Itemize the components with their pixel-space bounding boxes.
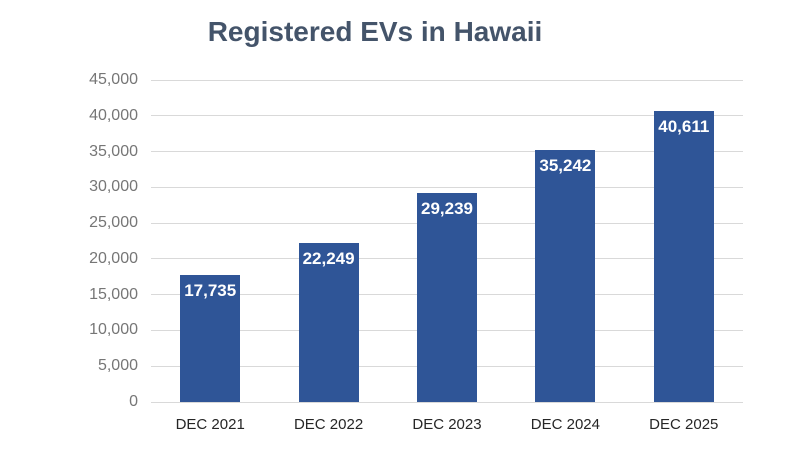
y-axis-tick-label: 35,000 (89, 142, 138, 160)
bar-dec-2025: 40,611 (653, 111, 714, 402)
x-axis-tick-label: DEC 2023 (412, 416, 482, 433)
y-axis-tick-label: 15,000 (89, 285, 138, 303)
bar-dec-2022: 22,249 (298, 242, 359, 402)
bar-value-label: 17,735 (184, 281, 237, 301)
y-axis-tick-label: 20,000 (89, 249, 138, 267)
bar-value-label: 29,239 (421, 198, 473, 218)
bar-value-label: 22,249 (302, 248, 355, 268)
x-axis-tick-label: DEC 2022 (293, 416, 364, 433)
bar-dec-2021: 17,735 (180, 275, 241, 402)
y-axis-tick-label: 45,000 (89, 71, 138, 88)
y-axis-tick-label: 30,000 (89, 178, 138, 196)
y-axis-tick-label: 40,000 (89, 106, 138, 124)
y-axis-tick-label: 0 (129, 393, 138, 410)
bar-value-label: 35,242 (539, 155, 592, 175)
gridline (151, 79, 743, 81)
y-axis-tick-label: 5,000 (97, 357, 138, 375)
chart-title: Registered EVs in Hawaii (207, 16, 543, 47)
y-axis-tick-label: 25,000 (89, 214, 138, 232)
y-axis-tick-label: 10,000 (89, 321, 138, 339)
bar-dec-2023: 29,239 (417, 192, 477, 402)
bar-dec-2024: 35,242 (535, 149, 596, 402)
bar-value-label: 40,611 (658, 117, 710, 137)
x-axis-tick-label: DEC 2024 (530, 416, 600, 433)
x-axis-tick-label: DEC 2025 (649, 416, 719, 433)
x-axis-tick-label: DEC 2021 (175, 416, 245, 433)
